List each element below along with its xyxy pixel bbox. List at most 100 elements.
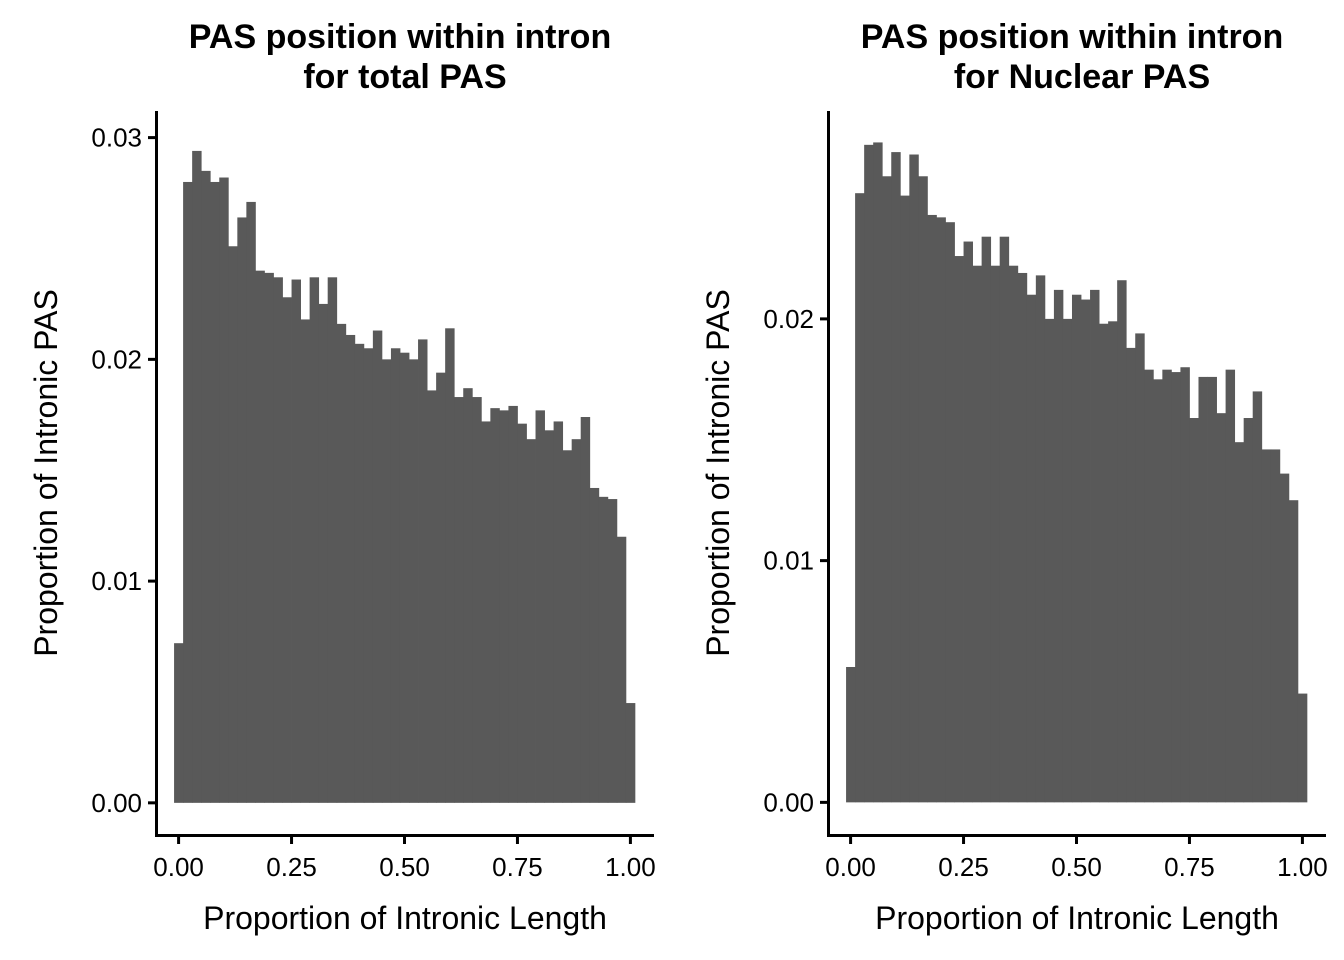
- bar: [1252, 391, 1263, 803]
- panel-nuclear-pas: PAS position within intron for Nuclear P…: [700, 18, 1328, 936]
- bar: [1017, 272, 1028, 803]
- bar: [625, 703, 636, 803]
- bar: [454, 397, 464, 803]
- bar: [909, 154, 919, 803]
- bar: [873, 142, 883, 803]
- y-tick-label: 0.01: [763, 546, 814, 576]
- y-tick-label: 0.02: [91, 344, 142, 374]
- bar: [399, 352, 410, 803]
- x-tick-label: 1.00: [605, 852, 656, 882]
- panel-total-pas: PAS position within intron for total PAS…: [28, 18, 656, 936]
- bar: [246, 201, 256, 803]
- bar: [544, 430, 554, 803]
- bar: [1243, 418, 1254, 803]
- y-tick-label: 0.01: [91, 566, 142, 596]
- bar: [990, 265, 1001, 803]
- bars: [846, 142, 1308, 803]
- bar: [1288, 500, 1299, 803]
- bar: [607, 499, 618, 803]
- bar: [553, 421, 564, 803]
- bar: [1279, 473, 1290, 803]
- bar: [1198, 376, 1208, 803]
- bar: [1099, 323, 1109, 803]
- y-axis-label: Proportion of Intronic PAS: [28, 289, 64, 657]
- bar: [291, 279, 301, 803]
- bar: [174, 643, 184, 803]
- bar: [390, 348, 401, 803]
- bar: [864, 144, 874, 803]
- bar: [927, 214, 937, 803]
- bar: [363, 348, 374, 803]
- bar: [945, 222, 955, 803]
- x-ticks: 0.00 0.25 0.50 0.75 1.00: [153, 835, 656, 882]
- bar: [1053, 289, 1064, 803]
- x-tick-label: 0.00: [153, 852, 204, 882]
- bar: [1171, 372, 1181, 803]
- bar: [918, 176, 928, 803]
- bar: [336, 323, 347, 803]
- bar: [273, 277, 283, 803]
- x-ticks: 0.00 0.25 0.50 0.75 1.00: [825, 835, 1328, 882]
- bar: [954, 256, 964, 803]
- bar: [463, 388, 473, 803]
- x-tick-label: 0.75: [1164, 852, 1215, 882]
- bar: [1144, 369, 1154, 803]
- bar: [981, 236, 992, 803]
- bar: [517, 423, 527, 803]
- bar: [309, 277, 320, 803]
- bar: [381, 359, 392, 803]
- bar: [499, 410, 509, 803]
- bar: [936, 217, 946, 803]
- bar: [472, 397, 482, 803]
- bar: [1189, 418, 1199, 803]
- bar: [1261, 449, 1272, 803]
- chart-title-line-2: for Nuclear PAS: [954, 58, 1210, 96]
- bars: [174, 150, 636, 803]
- bar: [1081, 299, 1091, 803]
- bar: [418, 339, 428, 803]
- bar: [1207, 376, 1217, 803]
- bar: [237, 217, 247, 803]
- bar: [1153, 379, 1163, 803]
- bar: [963, 241, 973, 803]
- chart-title-line-2: for total PAS: [303, 58, 506, 96]
- bar: [201, 170, 211, 803]
- y-tick-label: 0.00: [91, 788, 142, 818]
- bar: [1026, 294, 1037, 803]
- bar: [1162, 369, 1172, 803]
- bar: [1297, 693, 1308, 803]
- bar: [1126, 347, 1136, 803]
- bar: [589, 487, 600, 803]
- bar: [598, 496, 609, 803]
- bar: [255, 270, 265, 803]
- bar: [219, 177, 229, 803]
- bar: [1225, 369, 1236, 803]
- bar: [228, 246, 238, 803]
- bar: [1270, 449, 1281, 803]
- bar: [855, 193, 865, 803]
- bar: [427, 390, 437, 803]
- y-tick-label: 0.03: [91, 123, 142, 153]
- x-tick-label: 1.00: [1277, 852, 1328, 882]
- bar: [372, 330, 383, 803]
- bar: [1108, 321, 1118, 803]
- bar: [1090, 289, 1100, 803]
- y-axis-label: Proportion of Intronic PAS: [700, 289, 736, 657]
- bar: [282, 297, 292, 803]
- x-tick-label: 0.25: [266, 852, 317, 882]
- bar: [192, 150, 202, 803]
- bar: [327, 277, 338, 803]
- bar: [445, 328, 455, 803]
- bar: [1071, 294, 1082, 803]
- bar: [571, 439, 582, 803]
- bar: [616, 536, 627, 803]
- bar: [891, 152, 901, 803]
- bar: [1216, 413, 1226, 803]
- bar: [436, 372, 446, 803]
- x-axis-label: Proportion of Intronic Length: [203, 900, 607, 936]
- bar: [900, 195, 910, 803]
- x-tick-label: 0.50: [1051, 852, 1102, 882]
- bar: [183, 181, 193, 803]
- y-ticks: 0.00 0.01 0.02 0.03: [91, 123, 156, 818]
